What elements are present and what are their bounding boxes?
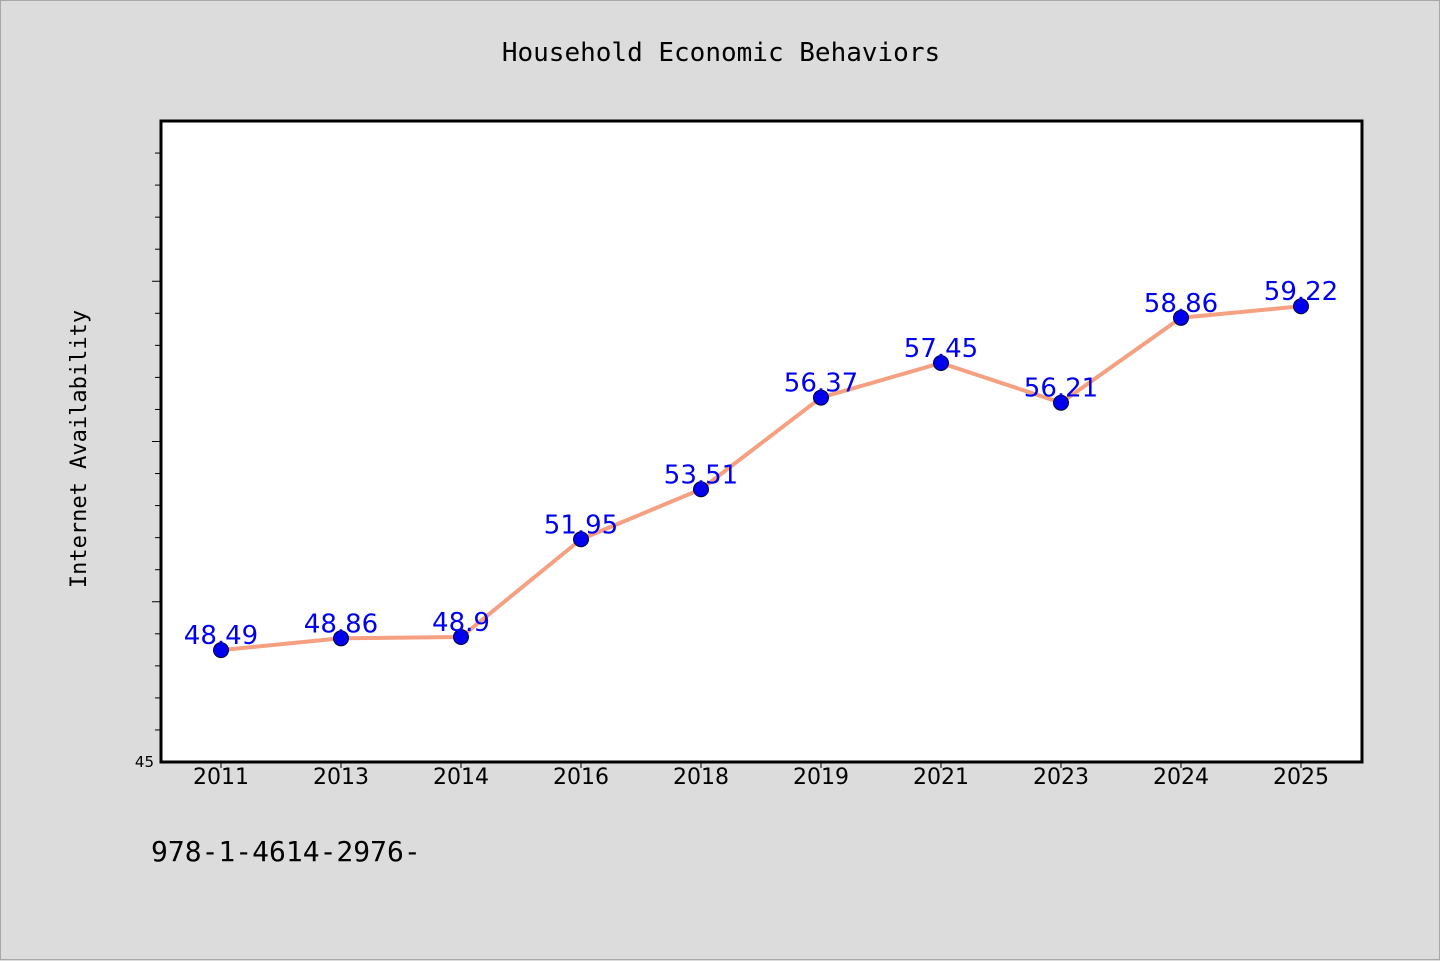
data-label: 57.45 [904,334,978,364]
data-point [333,630,349,647]
data-label: 51.95 [544,510,618,540]
y-axis-min-label: 45 [135,753,154,771]
y-axis-ticks [152,152,161,731]
x-tick-label: 2019 [793,765,849,790]
series-line [219,304,1303,653]
chart-title: Household Economic Behaviors [502,38,940,68]
data-label: 56.37 [784,369,858,399]
data-label: 48.9 [432,608,490,638]
x-tick-label: 2016 [553,765,609,790]
data-label: 56.21 [1024,374,1098,404]
data-point [1173,309,1189,326]
data-point [453,629,469,646]
x-tick-label: 2025 [1273,765,1329,790]
x-tick-label: 2011 [193,765,249,790]
data-point [693,481,709,498]
data-label: 58.86 [1144,289,1218,319]
x-tick-label: 2021 [913,765,969,790]
x-tick-label: 2013 [313,765,369,790]
x-axis-ticks: 2011 2013 2014 2016 2018 2019 2021 2023 2024 2025 [193,762,1329,790]
data-label: 59.22 [1264,277,1338,307]
data-point [933,354,949,371]
footer-code: 978-1-4614-2976- [151,835,421,868]
data-point [213,642,229,659]
x-tick-label: 2018 [673,765,729,790]
x-tick-label: 2023 [1033,765,1089,790]
x-tick-label: 2014 [433,765,489,790]
series-layer [213,298,1309,659]
data-point [573,531,589,548]
x-tick-label: 2024 [1153,765,1209,790]
y-axis-label: Internet Availability [67,310,92,588]
data-label: 48.86 [304,609,378,639]
data-point [1293,298,1309,315]
data-label: 53.51 [664,460,738,490]
data-point [1053,394,1069,411]
data-labels-layer: 48.49 48.86 48.9 51.95 53.51 56.37 57.45 56.21 5… [184,277,1338,651]
data-label: 48.49 [184,621,258,651]
data-point [813,389,829,406]
